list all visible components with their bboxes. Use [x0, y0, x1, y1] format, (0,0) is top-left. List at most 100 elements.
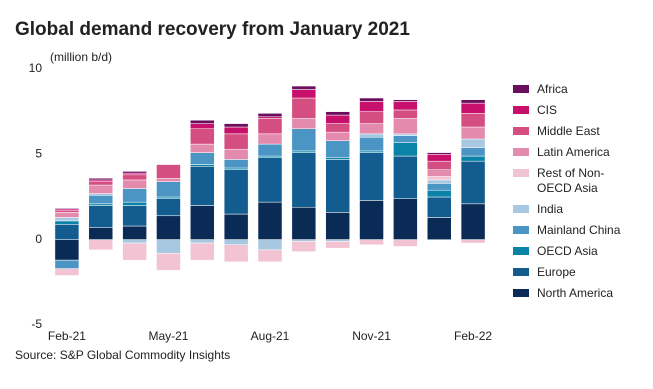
- bar-segment: [291, 239, 317, 242]
- bar-segment: [257, 118, 283, 135]
- bar-segment: [257, 116, 283, 119]
- bar-segment: [257, 113, 283, 118]
- bar-segment: [156, 164, 181, 179]
- bar-segment: [122, 205, 147, 227]
- legend-label: Africa: [537, 82, 568, 96]
- bar-segment: [325, 157, 350, 160]
- bar-segment: [54, 220, 80, 225]
- bar-segment: [223, 239, 249, 246]
- bar-segment: [393, 109, 418, 119]
- bar-segment: [325, 111, 350, 116]
- bar-segment: [223, 213, 249, 240]
- bar-segment: [190, 128, 215, 145]
- bar-segment: [88, 181, 114, 186]
- bar-segment: [190, 205, 215, 240]
- bar-segment: [54, 224, 80, 240]
- legend-swatch: [513, 205, 529, 213]
- bar-segment: [325, 114, 350, 124]
- bar-segment: [223, 167, 249, 170]
- y-tick-label: 10: [29, 61, 43, 75]
- legend-swatch: [513, 169, 529, 177]
- bar-segment: [426, 183, 452, 191]
- bar-segment: [122, 225, 147, 240]
- bar-segment: [325, 131, 350, 141]
- bar-segment: [88, 179, 114, 182]
- bar-segment: [291, 241, 317, 252]
- bar-segment: [88, 227, 114, 240]
- bar-segment: [359, 133, 384, 138]
- bar-segment: [122, 201, 147, 206]
- bar-segment: [190, 164, 215, 167]
- bar-segment: [54, 207, 80, 210]
- bar-segment: [122, 174, 147, 181]
- bar-segment: [426, 154, 452, 162]
- bar-segment: [460, 138, 486, 148]
- bar-segment: [393, 142, 418, 157]
- bar-segment: [156, 239, 181, 254]
- bar-segment: [223, 159, 249, 169]
- bar-segment: [88, 195, 114, 205]
- bar-segment: [122, 171, 147, 174]
- bar-segment: [190, 123, 215, 129]
- bar-segment: [359, 150, 384, 153]
- bar-segment: [190, 166, 215, 206]
- y-tick-label: 5: [35, 147, 42, 161]
- bar-segment: [257, 239, 283, 251]
- bar-segment: [359, 111, 384, 124]
- legend-item: Rest of Non-OECD Asia: [513, 166, 643, 196]
- legend-item: Europe: [513, 265, 643, 280]
- bar-segment: [325, 159, 350, 213]
- bar-segment: [291, 150, 317, 153]
- bar-segment: [359, 239, 384, 246]
- bar-segment: [257, 133, 283, 145]
- legend-swatch: [513, 268, 529, 276]
- legend-label: Middle East: [537, 124, 600, 138]
- legend-label: Mainland China: [537, 223, 621, 237]
- bar-segment: [190, 152, 215, 165]
- legend-item: North America: [513, 286, 643, 301]
- legend-label: Europe: [537, 265, 576, 279]
- bar-segment: [156, 196, 181, 199]
- bar-segment: [426, 152, 452, 155]
- legend-label: CIS: [537, 103, 558, 117]
- bar-segment: [54, 239, 80, 261]
- chart-title: Global demand recovery from January 2021: [15, 19, 410, 40]
- legend-swatch: [513, 289, 529, 297]
- bar-segment: [460, 113, 486, 128]
- y-tick-label: 0: [35, 232, 42, 246]
- bar-segment: [460, 160, 486, 205]
- bar-segment: [291, 97, 317, 119]
- source: Source: S&P Global Commodity Insights: [15, 348, 230, 362]
- bar-segment: [156, 253, 181, 271]
- x-tick-label: May-21: [148, 329, 188, 343]
- bar-segment: [460, 203, 486, 240]
- x-tick-label: Nov-21: [352, 329, 391, 343]
- bar-segment: [393, 99, 418, 102]
- legend-swatch: [513, 226, 529, 234]
- bar-segment: [257, 143, 283, 157]
- bar-segment: [190, 119, 215, 124]
- bar-segment: [359, 152, 384, 201]
- legend-label: OECD Asia: [537, 244, 598, 258]
- bar-segment: [54, 268, 80, 276]
- legend-swatch: [513, 127, 529, 135]
- bar-segment: [426, 189, 452, 198]
- bar-segment: [190, 239, 215, 244]
- bar-segment: [88, 203, 114, 206]
- bar-segment: [325, 241, 350, 249]
- bar-segment: [88, 177, 114, 181]
- bar-segment: [325, 123, 350, 133]
- legend-label: North America: [537, 286, 614, 300]
- bar-segment: [359, 137, 384, 152]
- legend-swatch: [513, 247, 529, 255]
- legend-item: Latin America: [513, 145, 643, 160]
- bar-segment: [325, 239, 350, 242]
- bar-segment: [54, 208, 80, 211]
- bar-segment: [88, 193, 114, 196]
- x-tick-label: Aug-21: [251, 329, 290, 343]
- bar-segment: [122, 188, 147, 203]
- bar-segment: [54, 259, 80, 269]
- bar-segment: [460, 155, 486, 162]
- bar-segment: [156, 181, 181, 198]
